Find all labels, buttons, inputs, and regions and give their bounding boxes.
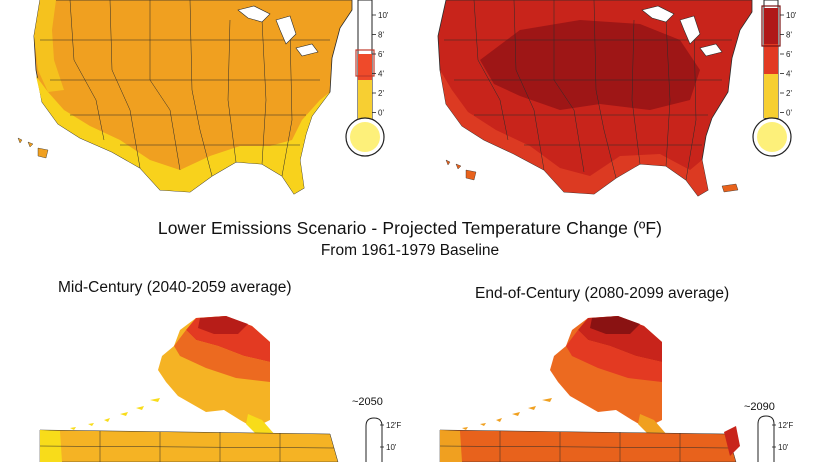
tick-label: 8' — [378, 31, 384, 40]
highlight-range-right — [761, 5, 781, 47]
puerto-rico-end — [721, 183, 739, 193]
highlight-range-left — [355, 49, 375, 77]
map-alaska-mid-century — [39, 316, 339, 462]
tick-label: 0' — [786, 109, 792, 118]
alaska-north-deep-red-end — [590, 316, 640, 334]
thermometer-left — [345, 0, 385, 157]
state-borders-mid — [40, 0, 330, 177]
scenario-title: Lower Emissions Scenario - Projected Tem… — [157, 218, 663, 238]
map-alaska-end-century — [439, 316, 740, 462]
tick-label: 10' — [786, 11, 797, 20]
thermometer-lower-left — [365, 417, 383, 462]
maine-end — [724, 426, 740, 456]
state-borders-lower-mid — [39, 431, 335, 462]
tick-label: 10' — [386, 443, 397, 452]
thermometer-lower-right-ticks: 12'F 10' — [772, 421, 793, 452]
state-borders-lower-end — [439, 431, 733, 462]
alaska-north-deep-red-mid — [198, 316, 248, 334]
year-marker-2090: ~2090 — [744, 401, 775, 413]
end-century-title: End-of-Century (2080-2099 average) — [475, 285, 730, 302]
tick-label: 12'F — [778, 421, 793, 430]
thermometer-left-ticks: 10' 8' 6' 4' 2' 0' — [372, 11, 389, 118]
hawaii-mid — [17, 137, 49, 159]
us-dark-red-core — [480, 20, 700, 110]
us-red-coast-band — [440, 70, 708, 196]
great-lakes-mid — [237, 5, 319, 57]
tick-label: 0' — [378, 109, 384, 118]
state-borders-end — [444, 0, 732, 181]
map-us-mid-century — [17, 0, 353, 195]
baseline-subtitle: From 1961-1979 Baseline — [320, 242, 500, 259]
us-partial-mid — [39, 429, 339, 462]
tick-label: 4' — [378, 70, 384, 79]
tick-label: 2' — [786, 89, 792, 98]
thermometer-lower-right — [757, 415, 775, 462]
year-marker-2050: ~2050 — [352, 396, 383, 408]
alaska-band-red-end — [566, 330, 662, 382]
us-partial-end — [439, 429, 737, 462]
alaska-band-orange-mid — [174, 330, 270, 382]
map-us-end-century — [437, 0, 753, 197]
hawaii-end — [445, 159, 477, 181]
aleutians-mid — [70, 398, 160, 430]
tick-label: 10' — [378, 11, 389, 20]
tick-label: 6' — [378, 50, 384, 59]
mid-century-title: Mid-Century (2040-2059 average) — [58, 279, 292, 296]
tick-label: 2' — [378, 89, 384, 98]
tick-label: 4' — [786, 70, 792, 79]
us-yellow-west-coast — [34, 0, 64, 92]
tick-label: 10' — [778, 443, 789, 452]
aleutians-end — [462, 398, 552, 430]
tick-label: 6' — [786, 50, 792, 59]
great-lakes-end — [641, 5, 723, 57]
tick-label: 12'F — [386, 421, 401, 430]
us-yellow-south-band — [36, 76, 330, 194]
thermometer-right — [752, 0, 792, 157]
thermometer-right-ticks: 10' 8' 6' 4' 2' 0' — [780, 11, 797, 118]
thermometer-lower-left-ticks: 12'F 10' — [380, 421, 401, 452]
tick-label: 8' — [786, 31, 792, 40]
